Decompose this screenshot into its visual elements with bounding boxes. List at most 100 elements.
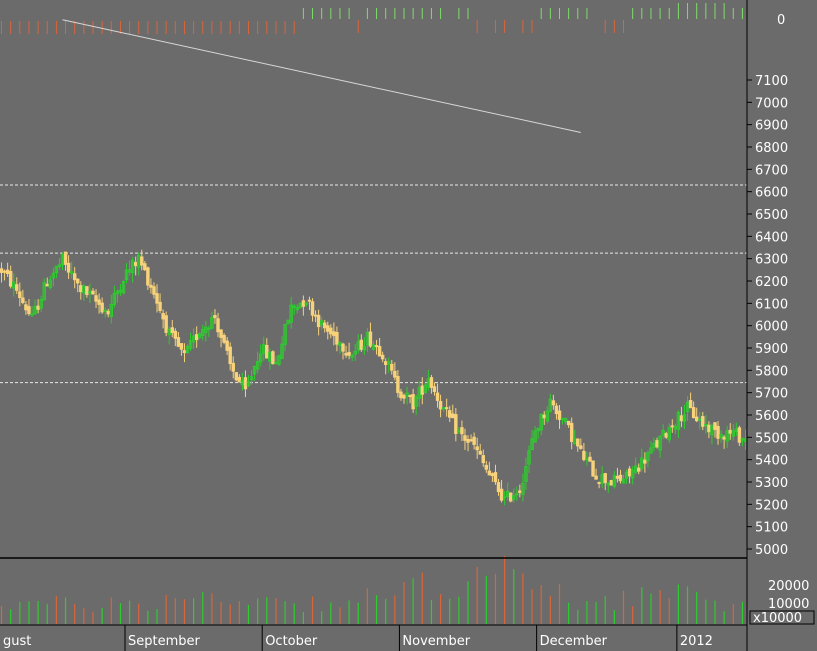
- candle-body: [694, 416, 699, 422]
- candle-body: [383, 361, 388, 365]
- candle-body: [51, 272, 56, 279]
- candle: [76, 278, 80, 293]
- candle-body: [512, 495, 516, 500]
- candle: [530, 429, 534, 451]
- candle-body: [478, 450, 482, 455]
- candle-body: [505, 490, 510, 497]
- candle: [130, 257, 135, 283]
- candle: [368, 322, 373, 348]
- candle: [124, 263, 129, 284]
- candle: [60, 252, 65, 271]
- candle-body: [399, 391, 403, 399]
- candle: [688, 392, 693, 409]
- price-tick-label: 5500: [755, 431, 788, 446]
- candle: [91, 288, 95, 295]
- candle: [417, 381, 421, 408]
- candle-body: [719, 434, 723, 439]
- candle-body: [219, 329, 223, 338]
- candle: [231, 356, 235, 379]
- candle-body: [374, 345, 379, 348]
- candle: [5, 262, 10, 277]
- candle-body: [103, 309, 107, 312]
- candle: [85, 286, 89, 298]
- candle-body: [582, 450, 586, 461]
- candle: [210, 311, 214, 330]
- candle: [710, 423, 714, 445]
- candle: [725, 425, 729, 448]
- candle-body: [435, 392, 440, 401]
- volume-bars: [0, 555, 744, 624]
- candle-body: [112, 293, 117, 305]
- candle-body: [606, 482, 610, 486]
- candle-body: [72, 273, 77, 281]
- candle-body: [15, 284, 19, 291]
- candle: [12, 273, 16, 297]
- candle: [18, 282, 22, 307]
- candle-body: [310, 301, 315, 316]
- candle-body: [402, 394, 406, 399]
- candle-body: [682, 414, 687, 422]
- candle: [728, 423, 732, 440]
- candle-body: [420, 385, 425, 395]
- candle: [194, 326, 199, 348]
- candle: [505, 482, 510, 501]
- candle: [405, 386, 409, 405]
- candle-body: [490, 473, 495, 477]
- candle-body: [341, 343, 345, 352]
- reference-lines: [0, 184, 747, 384]
- candle-body: [130, 260, 135, 273]
- candle: [408, 394, 412, 404]
- candle-body: [5, 269, 10, 274]
- candle-body: [326, 325, 330, 332]
- candle-body: [307, 299, 312, 302]
- candle: [542, 411, 546, 425]
- candle: [106, 308, 110, 318]
- candle: [326, 321, 330, 340]
- candle-body: [426, 378, 431, 388]
- candle-body: [216, 318, 220, 333]
- candle: [262, 336, 266, 361]
- candle-body: [243, 377, 248, 390]
- candle-body: [204, 326, 208, 333]
- candle-body: [569, 422, 574, 442]
- candle: [737, 425, 742, 446]
- candle: [21, 289, 25, 305]
- candle: [691, 401, 696, 419]
- candle: [82, 283, 86, 301]
- candle-body: [600, 474, 604, 484]
- candle-body: [121, 280, 126, 294]
- candle: [316, 309, 321, 336]
- candle: [277, 354, 281, 367]
- candle-body: [298, 302, 303, 309]
- candle: [140, 249, 144, 271]
- candle: [734, 422, 739, 436]
- candle: [527, 445, 531, 474]
- candle-body: [530, 438, 534, 451]
- candle-body: [414, 396, 418, 407]
- candle: [103, 307, 107, 318]
- candle-body: [496, 482, 501, 493]
- candle-body: [319, 320, 324, 326]
- candle: [563, 417, 568, 425]
- candle-body: [48, 279, 53, 288]
- candle: [676, 410, 681, 438]
- price-axis: 5000 5100 5200 5300 5400 5500 5600 5700 5800 5900…: [747, 13, 815, 626]
- candle-body: [707, 424, 711, 433]
- candle-body: [213, 315, 217, 319]
- candle: [640, 448, 644, 472]
- candle-body: [268, 352, 272, 362]
- candle-body: [42, 282, 46, 301]
- candle: [499, 479, 504, 503]
- candle-body: [630, 469, 635, 479]
- candle-body: [332, 331, 336, 337]
- candle: [698, 412, 702, 430]
- candle: [152, 282, 156, 299]
- candle: [51, 267, 56, 287]
- candle: [649, 440, 653, 454]
- candle-body: [350, 355, 354, 358]
- price-tick-label: 6600: [755, 186, 788, 201]
- candle: [274, 356, 278, 365]
- candle-body: [557, 410, 562, 420]
- candle: [466, 435, 470, 452]
- candle-body: [643, 459, 647, 464]
